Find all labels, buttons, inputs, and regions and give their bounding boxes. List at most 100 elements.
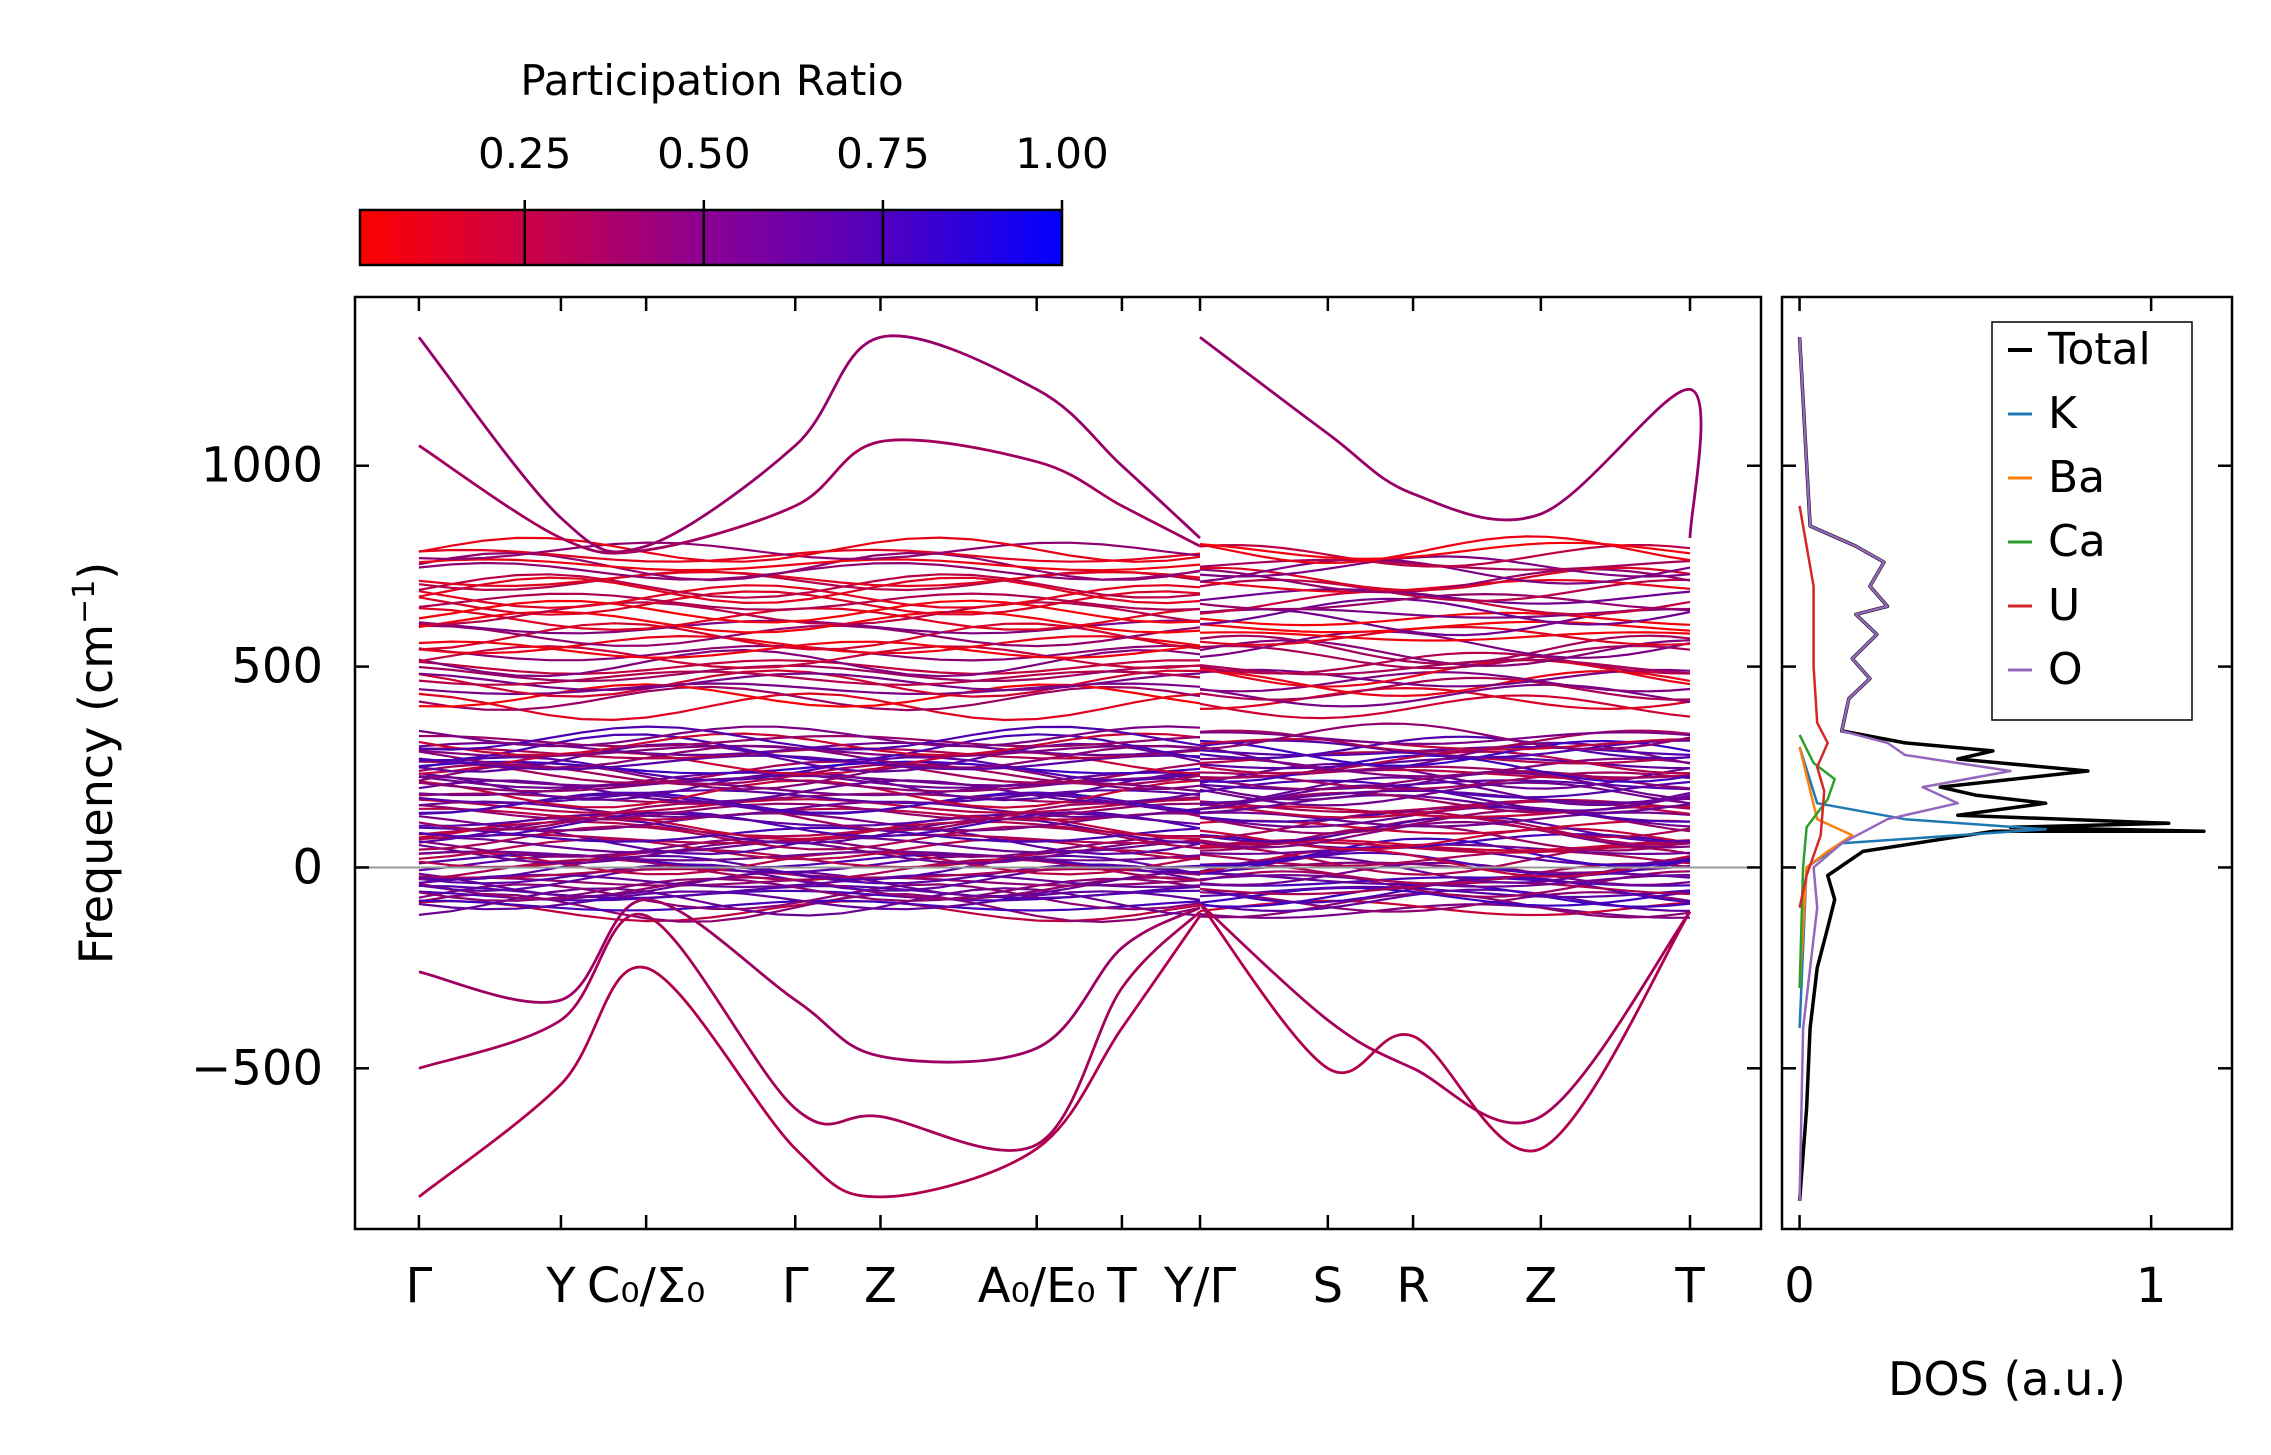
band-line: [418, 541, 1201, 561]
band-line-unstable-1b: [1198, 902, 1692, 1153]
colorbar-tick-label: 0.50: [657, 129, 751, 178]
band-line-unstable-2b: [1199, 902, 1692, 1125]
band-line: [418, 576, 1201, 605]
band-line: [418, 536, 1201, 563]
dos-frame: [1780, 295, 2234, 1231]
band-line: [418, 771, 1201, 790]
dos-x-axis-label: DOS (a.u.): [1888, 1352, 2126, 1406]
band-line: [418, 573, 1201, 599]
dos-curve-ca: [1798, 734, 1836, 989]
colorbar-tick-label: 0.25: [478, 129, 572, 178]
band-line: [1199, 737, 1691, 751]
y-axis-label-superscript: −1: [67, 580, 102, 624]
band-line: [418, 601, 1201, 626]
band-line: [1199, 873, 1691, 888]
band-line: [1199, 850, 1691, 867]
band-line-top-optical: [417, 334, 1201, 554]
band-line: [1199, 903, 1691, 919]
x-tick-label: Γ: [406, 1258, 433, 1314]
band-line: [418, 664, 1201, 683]
colorbar-title: Participation Ratio: [520, 56, 903, 105]
band-line: [418, 789, 1201, 805]
colorbar-tick-label: 1.00: [1015, 129, 1109, 178]
band-line: [418, 820, 1200, 838]
colorbar-ticks: 0.25 0.50 0.75 1.00: [478, 129, 1109, 265]
x-tick-label: T: [1106, 1258, 1137, 1314]
band-line: [418, 672, 1201, 692]
legend-box: [1991, 321, 2193, 721]
y-axis-label-end: ): [69, 562, 123, 580]
band-line: [1199, 722, 1691, 751]
x-tick-label: Z: [1524, 1258, 1557, 1314]
band-line: [1199, 870, 1691, 899]
band-line: [418, 825, 1201, 851]
band-line: [1199, 771, 1691, 801]
band-line: [418, 561, 1201, 581]
dos-legend: Total K Ba Ca UO: [1991, 321, 2193, 721]
band-line: [418, 659, 1200, 676]
y-axis-label: Frequency (cm−1): [67, 562, 123, 965]
band-line-upper-optical: [418, 438, 1201, 555]
band-line: [418, 755, 1201, 782]
band-line: [418, 744, 1201, 758]
band-line: [1199, 631, 1691, 642]
band-line: [418, 854, 1201, 881]
main-x-ticks: Γ Y C₀/Σ₀ Γ Z A₀/E₀ T Y/Γ S R Z T: [406, 297, 1705, 1314]
band-line: [1199, 891, 1691, 913]
x-tick-label: Γ: [782, 1258, 809, 1314]
y-tick-label: −500: [191, 1040, 323, 1096]
x-tick-label: S: [1313, 1258, 1343, 1314]
band-line: [418, 645, 1201, 670]
colorbar-tick-label: 0.75: [836, 129, 930, 178]
band-line: [418, 634, 1201, 655]
colorbar-gradient: [358, 208, 1064, 267]
band-line: [418, 669, 1201, 698]
band-line: [1199, 746, 1691, 757]
band-line: [418, 670, 1201, 687]
band-line: [418, 599, 1201, 624]
band-line: [418, 800, 1201, 819]
legend-label: U: [2048, 580, 2080, 631]
x-tick-label: T: [1674, 1258, 1705, 1314]
band-line: [1199, 810, 1691, 839]
band-line: [1199, 771, 1691, 791]
band-line: [1199, 634, 1691, 665]
x-tick-label: Y/Γ: [1163, 1258, 1236, 1314]
band-line: [1199, 779, 1691, 799]
band-line: [418, 685, 1201, 712]
band-line: [418, 551, 1201, 582]
band-line: [1199, 658, 1691, 688]
band-line: [1199, 597, 1691, 626]
dos-curve-ba: [1798, 746, 1854, 989]
band-line: [1199, 739, 1691, 767]
dos-curves: [1797, 337, 2206, 1202]
legend-label: O: [2048, 644, 2083, 695]
band-line: [418, 692, 1201, 722]
dos-x-tick-label: 1: [2136, 1258, 2167, 1314]
legend-label: Total: [2047, 324, 2151, 375]
band-line: [1199, 837, 1691, 868]
x-tick-label: R: [1396, 1258, 1429, 1314]
band-line: [418, 811, 1201, 838]
band-line: [1199, 739, 1691, 759]
x-tick-label: C₀/Σ₀: [587, 1258, 706, 1314]
band-line: [418, 838, 1201, 861]
band-line: [418, 742, 1201, 773]
band-line: [1199, 750, 1691, 775]
band-line: [1199, 741, 1691, 772]
dos-curve-k: [1798, 746, 2047, 1029]
band-line: [1199, 735, 1691, 760]
band-line: [418, 807, 1201, 821]
dos-curve-u: [1798, 505, 1829, 908]
band-line: [1199, 694, 1691, 720]
band-line: [1199, 644, 1691, 670]
band-line: [418, 725, 1201, 751]
band-line-unstable-2: [418, 910, 1201, 1152]
legend-label: K: [2048, 388, 2078, 439]
bands: [355, 334, 1761, 1199]
band-line: [1199, 535, 1691, 565]
band-line: [418, 798, 1201, 814]
